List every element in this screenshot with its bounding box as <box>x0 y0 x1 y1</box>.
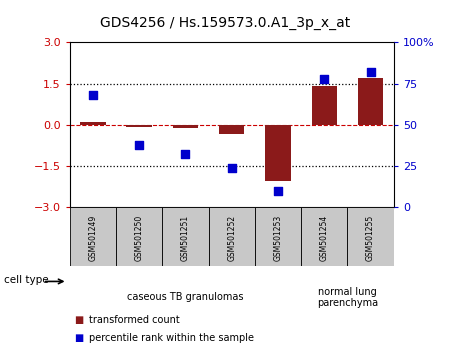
Bar <box>255 207 301 266</box>
Bar <box>80 122 106 125</box>
Text: GSM501252: GSM501252 <box>227 215 236 261</box>
Bar <box>173 125 198 127</box>
Bar <box>311 86 337 125</box>
Text: cell type: cell type <box>4 275 49 285</box>
Bar <box>266 125 291 181</box>
Bar <box>347 207 394 266</box>
Text: GSM501254: GSM501254 <box>320 214 329 261</box>
Point <box>182 152 189 157</box>
Text: ■: ■ <box>74 315 84 325</box>
Text: ■: ■ <box>74 333 84 343</box>
Text: GSM501253: GSM501253 <box>274 214 283 261</box>
Point <box>367 69 374 75</box>
Bar <box>209 207 255 266</box>
Bar <box>358 78 383 125</box>
Text: GSM501255: GSM501255 <box>366 214 375 261</box>
Text: normal lung
parenchyma: normal lung parenchyma <box>317 286 378 308</box>
Text: transformed count: transformed count <box>89 315 180 325</box>
Bar <box>162 207 209 266</box>
Bar <box>126 125 152 127</box>
Text: percentile rank within the sample: percentile rank within the sample <box>89 333 254 343</box>
Bar <box>219 125 244 135</box>
Text: GSM501249: GSM501249 <box>88 214 97 261</box>
Point <box>228 165 235 170</box>
Point <box>89 92 96 98</box>
Point <box>135 142 143 147</box>
Text: GDS4256 / Hs.159573.0.A1_3p_x_at: GDS4256 / Hs.159573.0.A1_3p_x_at <box>100 16 350 30</box>
Point <box>274 188 282 193</box>
Text: caseous TB granulomas: caseous TB granulomas <box>127 292 244 302</box>
Point <box>321 76 328 81</box>
Bar <box>116 207 162 266</box>
Bar <box>301 207 347 266</box>
Text: GSM501250: GSM501250 <box>135 214 144 261</box>
Bar <box>70 207 116 266</box>
Text: GSM501251: GSM501251 <box>181 215 190 261</box>
